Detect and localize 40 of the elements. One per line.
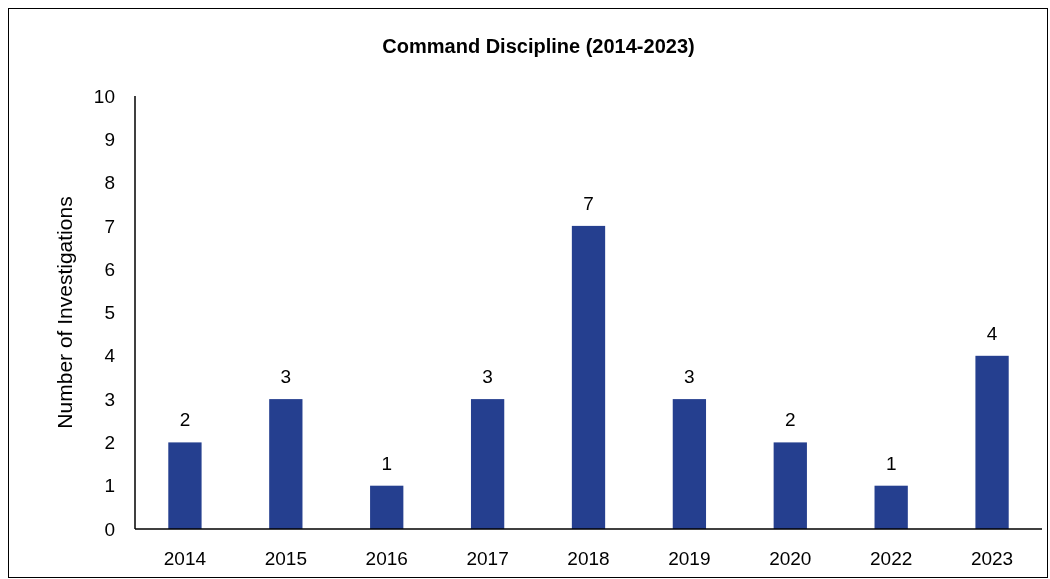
y-tick-label: 1 xyxy=(104,475,115,497)
data-label: 2 xyxy=(784,409,796,431)
data-label: 1 xyxy=(885,452,897,474)
data-label: 3 xyxy=(280,366,292,388)
chart-title: Command Discipline (2014-2023) xyxy=(382,35,695,57)
x-tick-label: 2022 xyxy=(870,548,913,569)
data-label: 7 xyxy=(583,192,594,214)
x-tick-label: 2014 xyxy=(163,548,207,569)
y-tick-label: 0 xyxy=(104,518,115,540)
y-tick-label: 2 xyxy=(104,432,115,454)
y-tick-label: 5 xyxy=(104,302,115,324)
bar xyxy=(571,225,606,529)
y-tick-label: 6 xyxy=(104,258,115,280)
data-label: 3 xyxy=(482,366,493,388)
x-tick-label: 2016 xyxy=(365,548,408,569)
y-tick-label: 9 xyxy=(104,128,115,150)
bar xyxy=(269,399,303,529)
bar xyxy=(370,485,404,529)
y-tick-label: 4 xyxy=(104,345,116,367)
bar xyxy=(975,355,1009,529)
x-tick-label: 2023 xyxy=(970,548,1014,569)
bar xyxy=(470,399,505,529)
bar xyxy=(168,442,202,529)
bar xyxy=(773,442,807,529)
bar xyxy=(672,399,707,529)
x-tick-label: 2019 xyxy=(668,548,711,569)
data-label: 2 xyxy=(179,409,191,431)
x-tick-label: 2015 xyxy=(264,548,307,569)
bar xyxy=(874,485,908,529)
y-tick-label: 3 xyxy=(104,388,115,410)
y-axis-title: Number of Investigations xyxy=(53,196,76,429)
data-label: 4 xyxy=(986,322,998,344)
data-label: 1 xyxy=(381,452,393,474)
x-tick-label: 2017 xyxy=(466,548,509,569)
y-tick-label: 10 xyxy=(93,85,115,107)
data-label: 3 xyxy=(684,366,695,388)
x-tick-label: 2020 xyxy=(769,548,812,569)
y-tick-label: 7 xyxy=(104,215,115,237)
y-tick-label: 8 xyxy=(104,172,115,194)
x-tick-label: 2018 xyxy=(567,548,610,569)
